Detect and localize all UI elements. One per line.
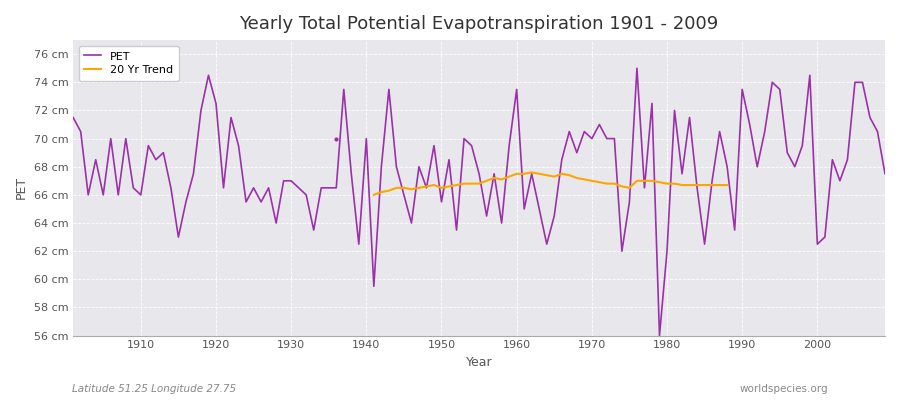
20 Yr Trend <box>459 181 470 186</box>
PET <box>879 171 890 176</box>
X-axis label: Year: Year <box>466 356 492 369</box>
PET <box>128 186 139 190</box>
20 Yr Trend <box>646 178 657 183</box>
20 Yr Trend <box>587 178 598 183</box>
PET <box>511 87 522 92</box>
20 Yr Trend <box>564 173 575 178</box>
20 Yr Trend <box>413 186 424 190</box>
20 Yr Trend <box>556 171 567 176</box>
20 Yr Trend <box>601 181 612 186</box>
Legend: PET, 20 Yr Trend: PET, 20 Yr Trend <box>78 46 178 81</box>
Line: PET: PET <box>73 68 885 336</box>
20 Yr Trend <box>376 190 387 194</box>
20 Yr Trend <box>699 183 710 188</box>
20 Yr Trend <box>391 186 401 190</box>
20 Yr Trend <box>579 177 590 182</box>
20 Yr Trend <box>632 178 643 183</box>
20 Yr Trend <box>406 187 417 192</box>
20 Yr Trend <box>715 183 725 188</box>
20 Yr Trend <box>466 181 477 186</box>
20 Yr Trend <box>639 178 650 183</box>
20 Yr Trend <box>504 174 515 179</box>
20 Yr Trend <box>549 174 560 179</box>
Line: 20 Yr Trend: 20 Yr Trend <box>374 172 727 195</box>
PET <box>504 143 515 148</box>
20 Yr Trend <box>428 183 439 188</box>
20 Yr Trend <box>473 181 484 186</box>
20 Yr Trend <box>662 181 672 186</box>
PET <box>338 87 349 92</box>
20 Yr Trend <box>677 183 688 188</box>
20 Yr Trend <box>654 180 665 185</box>
20 Yr Trend <box>624 186 634 190</box>
20 Yr Trend <box>518 171 529 176</box>
20 Yr Trend <box>616 184 627 189</box>
PET <box>601 136 612 141</box>
20 Yr Trend <box>541 173 552 178</box>
PET <box>632 66 643 71</box>
20 Yr Trend <box>511 171 522 176</box>
20 Yr Trend <box>572 176 582 180</box>
20 Yr Trend <box>489 176 500 180</box>
20 Yr Trend <box>421 184 432 189</box>
Y-axis label: PET: PET <box>15 176 28 200</box>
20 Yr Trend <box>534 171 544 176</box>
Title: Yearly Total Potential Evapotranspiration 1901 - 2009: Yearly Total Potential Evapotranspiratio… <box>239 15 719 33</box>
20 Yr Trend <box>609 181 620 186</box>
20 Yr Trend <box>594 180 605 185</box>
PET <box>654 333 665 338</box>
20 Yr Trend <box>436 186 447 190</box>
20 Yr Trend <box>368 192 379 197</box>
Text: Latitude 51.25 Longitude 27.75: Latitude 51.25 Longitude 27.75 <box>72 384 236 394</box>
20 Yr Trend <box>669 181 680 186</box>
20 Yr Trend <box>526 170 537 175</box>
20 Yr Trend <box>482 178 492 183</box>
20 Yr Trend <box>496 177 507 182</box>
20 Yr Trend <box>451 183 462 188</box>
20 Yr Trend <box>722 183 733 188</box>
20 Yr Trend <box>399 186 410 190</box>
PET <box>293 186 304 190</box>
20 Yr Trend <box>706 183 717 188</box>
Text: worldspecies.org: worldspecies.org <box>740 384 828 394</box>
20 Yr Trend <box>684 183 695 188</box>
PET <box>68 115 78 120</box>
20 Yr Trend <box>692 183 703 188</box>
20 Yr Trend <box>444 184 454 189</box>
20 Yr Trend <box>383 188 394 193</box>
